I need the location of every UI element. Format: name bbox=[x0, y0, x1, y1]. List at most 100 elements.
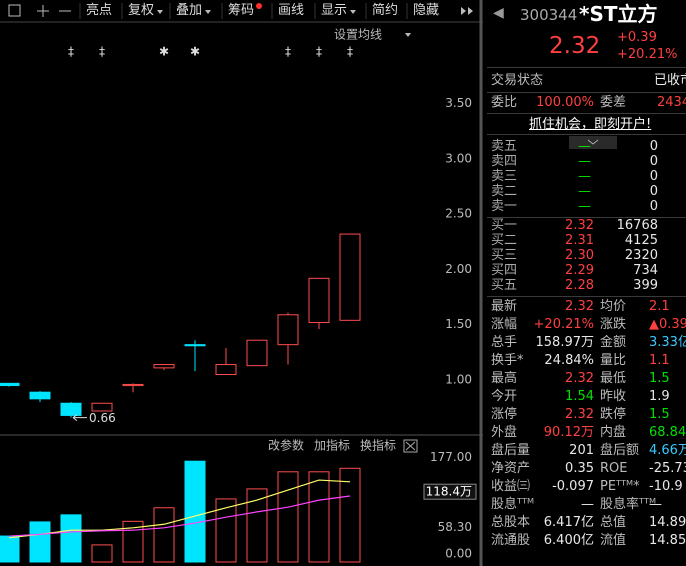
ma-line bbox=[8, 479, 351, 539]
stat-label: 昨收 bbox=[600, 389, 627, 404]
candle-body bbox=[339, 233, 361, 321]
stat-value: 2.32 bbox=[565, 371, 594, 386]
stat-label: 跌停 bbox=[600, 407, 627, 422]
status-label: 交易状态 bbox=[491, 73, 544, 88]
volume-bar bbox=[29, 521, 51, 563]
stat-value: 14.89亿 bbox=[649, 515, 686, 530]
collapse-button[interactable] bbox=[569, 136, 617, 150]
stat-value: 90.12万 bbox=[543, 425, 594, 440]
candle-body bbox=[246, 339, 268, 367]
stat-value: 1.5 bbox=[649, 407, 670, 422]
toolbar-button[interactable]: 叠加 bbox=[176, 3, 203, 18]
book-volume: 0 bbox=[649, 199, 658, 214]
book-label: 买三 bbox=[491, 248, 518, 263]
y-tick-label: 3.00 bbox=[445, 151, 472, 165]
y-tick-label: 0.00 bbox=[445, 547, 472, 561]
y-tick-label: 1.50 bbox=[445, 317, 472, 331]
dropdown-icon bbox=[350, 10, 356, 14]
book-volume: 0 bbox=[649, 184, 658, 199]
status-value: 已收市 bbox=[654, 73, 686, 88]
candle-body bbox=[29, 391, 51, 400]
stat-label: 盘后量 bbox=[491, 443, 531, 458]
price: 2.32 bbox=[549, 33, 601, 59]
stat-label: 收益㈢ bbox=[491, 479, 531, 494]
stat-label: 总手 bbox=[491, 335, 518, 350]
stat-label: 最新 bbox=[491, 299, 518, 314]
stat-label: 股息ᵀᵀᴹ bbox=[491, 497, 535, 512]
book-price: — bbox=[578, 184, 591, 199]
separator bbox=[487, 296, 686, 297]
candle-body bbox=[277, 314, 299, 346]
book-volume: 399 bbox=[633, 278, 658, 293]
volume-bar bbox=[122, 520, 144, 563]
stat-label: 最高 bbox=[491, 371, 518, 386]
separator bbox=[487, 217, 686, 218]
volume-bar bbox=[246, 488, 268, 563]
toolbar-button[interactable]: 筹码 bbox=[228, 3, 255, 18]
toolbar-button[interactable]: 亮点 bbox=[86, 3, 113, 18]
book-volume: 16768 bbox=[616, 218, 658, 233]
event-marker: ✱ bbox=[159, 45, 169, 59]
book-label: 卖五 bbox=[491, 139, 518, 154]
event-marker: ‡ bbox=[99, 45, 105, 59]
book-price: — bbox=[578, 199, 591, 214]
toolbar-button[interactable]: 复权 bbox=[128, 3, 155, 18]
indicator-button: 加指标 bbox=[314, 438, 350, 453]
volume-bar bbox=[153, 507, 175, 563]
stat-value: — bbox=[649, 497, 662, 512]
candle-body bbox=[0, 382, 20, 387]
stat-label: 盘后额 bbox=[600, 443, 640, 458]
weibi-label: 委比 bbox=[491, 95, 518, 110]
icon-more[interactable] bbox=[461, 7, 473, 15]
book-label: 买五 bbox=[491, 278, 518, 293]
candle-body bbox=[122, 383, 144, 387]
stat-value: 68.84万 bbox=[649, 425, 686, 440]
toolbar-button[interactable]: 隐藏 bbox=[413, 3, 440, 18]
book-price: 2.32 bbox=[565, 218, 594, 233]
back-icon[interactable]: ◀ bbox=[493, 5, 504, 21]
icon-close[interactable] bbox=[403, 439, 418, 453]
ma-setting[interactable]: 设置均线 bbox=[334, 28, 382, 42]
stat-value: 6.417亿 bbox=[543, 515, 594, 530]
event-marker: ‡ bbox=[285, 45, 291, 59]
stat-value: 2.1 bbox=[649, 299, 670, 314]
ma-line bbox=[8, 495, 351, 537]
book-price: 2.31 bbox=[565, 233, 594, 248]
stat-value: 3.33亿 bbox=[649, 335, 686, 350]
stat-value: -0.097 bbox=[552, 479, 594, 494]
arrow bbox=[72, 414, 87, 422]
dropdown-icon bbox=[405, 33, 411, 37]
y-tick-label: 58.30 bbox=[438, 520, 472, 534]
stock-name: *ST立方 bbox=[579, 2, 658, 26]
weicha-value: 2434 bbox=[657, 95, 686, 110]
indicator-button: 换指标 bbox=[360, 438, 396, 453]
book-price: 2.30 bbox=[565, 248, 594, 263]
stat-value: 1.1 bbox=[649, 353, 670, 368]
toolbar-button[interactable]: 画线 bbox=[278, 3, 305, 18]
book-label: 卖一 bbox=[491, 199, 518, 214]
stat-label: 总股本 bbox=[491, 515, 531, 530]
book-label: 卖三 bbox=[491, 169, 518, 184]
book-volume: 2320 bbox=[624, 248, 658, 263]
stat-value: 158.97万 bbox=[535, 335, 595, 350]
toolbar-button[interactable]: 显示 bbox=[321, 3, 348, 18]
toolbar-button[interactable]: 简约 bbox=[372, 3, 399, 18]
stat-value: 2.32 bbox=[565, 299, 594, 314]
event-marker: ‡ bbox=[68, 45, 74, 59]
candle-body bbox=[308, 277, 330, 324]
promo-link[interactable]: 抓住机会，即刻开户! bbox=[529, 117, 652, 132]
icon-zoom-in[interactable] bbox=[37, 5, 49, 17]
stat-value: 24.84% bbox=[544, 353, 594, 368]
icon-window[interactable] bbox=[8, 4, 21, 17]
book-volume: 0 bbox=[649, 154, 658, 169]
event-marker: ‡ bbox=[347, 45, 353, 59]
stat-value: 1.9 bbox=[649, 389, 670, 404]
stat-value: 1.54 bbox=[565, 389, 594, 404]
separator bbox=[487, 67, 686, 68]
book-volume: 734 bbox=[633, 263, 658, 278]
book-label: 买二 bbox=[491, 233, 518, 248]
book-label: 卖四 bbox=[491, 154, 518, 169]
stat-value: 1.5 bbox=[649, 371, 670, 386]
stat-value: — bbox=[581, 497, 594, 512]
